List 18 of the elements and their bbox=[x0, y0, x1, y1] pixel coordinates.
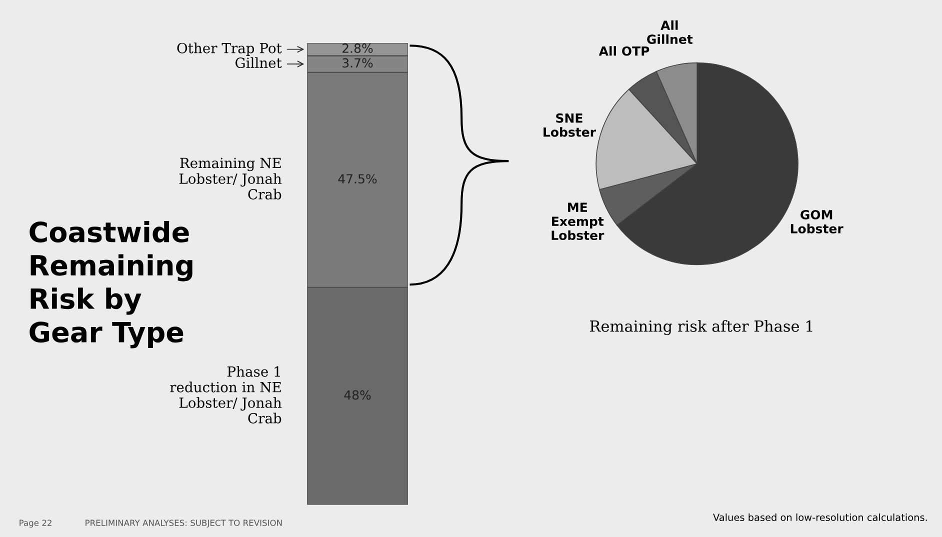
text: Remaining risk after Phase 1 bbox=[590, 320, 812, 336]
series-label: Gillnet bbox=[236, 57, 282, 68]
slice-label: GOM Lobster bbox=[790, 210, 844, 234]
text: Coastwide Remaining Risk by Gear Type bbox=[30, 221, 192, 348]
slice-label: SNE Lobster bbox=[544, 113, 596, 137]
text: Page 22 bbox=[20, 520, 52, 528]
data-label: 48% bbox=[344, 390, 371, 400]
series-label: Other Trap Pot bbox=[177, 42, 282, 56]
series-label: Phase 1 reduction in NE Lobster/ Jonah Crab bbox=[170, 366, 282, 424]
series-label: Remaining NE Lobster/ Jonah Crab bbox=[179, 158, 282, 200]
data-label: 2.8% bbox=[342, 43, 373, 53]
text: PRELIMINARY ANALYSES: SUBJECT TO REVISION bbox=[86, 520, 282, 528]
text: Values based on low-resolution calculations. bbox=[713, 514, 927, 522]
slice-label: All OTP bbox=[598, 46, 650, 56]
slice-label: All Gillnet bbox=[647, 20, 693, 44]
slice-label: ME Exempt Lobster bbox=[552, 202, 604, 240]
data-label: 3.7% bbox=[342, 58, 373, 68]
data-label: 47.5% bbox=[338, 174, 377, 184]
